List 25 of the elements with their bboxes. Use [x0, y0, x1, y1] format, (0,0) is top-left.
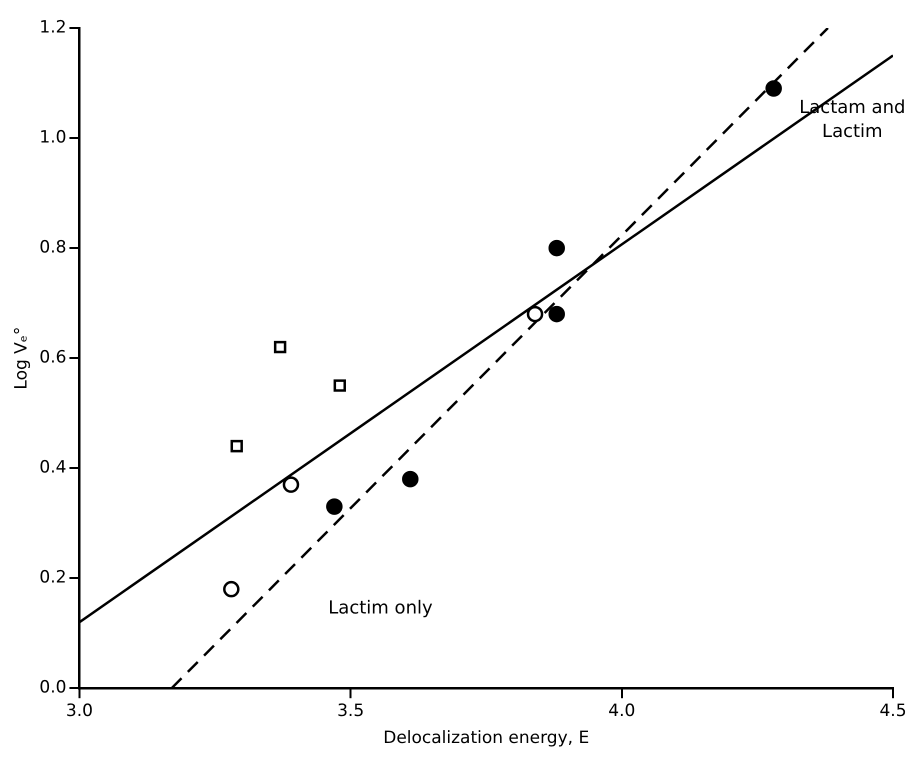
point	[282, 476, 300, 493]
x-axis-title: Delocalization energy, E	[383, 728, 590, 748]
point	[274, 340, 286, 354]
point	[326, 498, 343, 515]
point	[223, 580, 240, 598]
point	[230, 440, 243, 452]
y-tick-label: 0.0	[39, 678, 66, 698]
point	[526, 306, 544, 322]
point	[548, 306, 565, 322]
y-tick-label: 1.0	[39, 127, 66, 148]
x-tick-label: 4.5	[879, 700, 907, 721]
annotation: Lactim only	[328, 598, 433, 619]
y-tick-label: 1.2	[39, 17, 66, 38]
point	[334, 379, 346, 392]
point	[548, 240, 565, 256]
x-tick-label: 3.5	[337, 700, 364, 721]
y-tick-label: 0.8	[39, 237, 66, 258]
x-tick-label: 3.0	[66, 700, 93, 721]
y-axis-title: Log Vₑ°	[12, 326, 32, 390]
point	[402, 470, 419, 488]
y-tick-label: 0.6	[39, 348, 66, 368]
y-tick-label: 0.4	[39, 458, 66, 478]
x-tick-label: 4.0	[608, 700, 636, 721]
point	[765, 80, 782, 97]
y-tick-label: 0.2	[39, 568, 66, 588]
